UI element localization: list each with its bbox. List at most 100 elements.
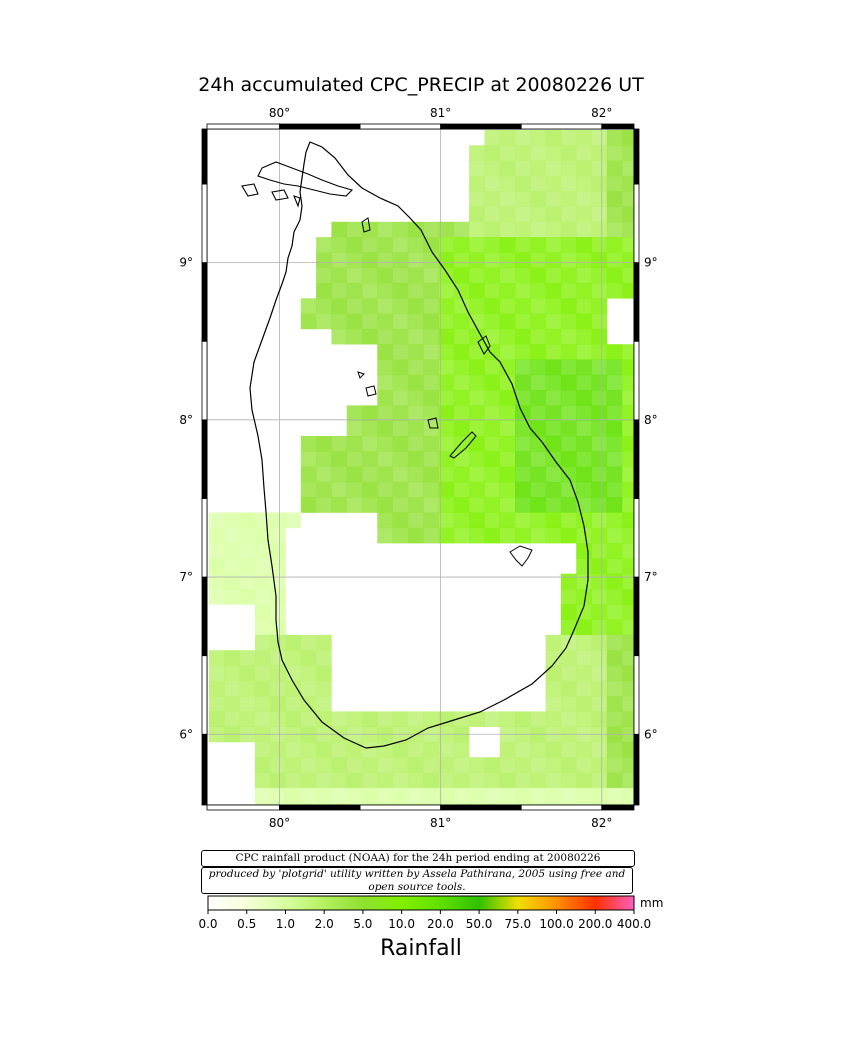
rainfall-cell: [346, 742, 363, 758]
rainfall-cell: [239, 527, 256, 544]
rainfall-cell: [515, 130, 531, 146]
rainfall-cell: [576, 650, 592, 666]
rainfall-cell: [622, 191, 634, 207]
rainfall-cell: [560, 130, 577, 146]
rainfall-cell: [423, 742, 439, 758]
rainfall-cell: [530, 481, 546, 498]
rainfall-cell: [515, 344, 531, 360]
rainfall-cell: [224, 543, 240, 559]
rainfall-cell: [530, 390, 546, 406]
rainfall-cell: [576, 451, 592, 467]
frame-tick-lat: [201, 183, 208, 264]
rainfall-cell: [560, 742, 577, 758]
rainfall-cell: [239, 680, 256, 697]
rainfall-cell: [316, 436, 332, 452]
rainfall-cell: [515, 481, 531, 498]
rainfall-cell: [560, 206, 577, 223]
legend-tick-label: 0.5: [237, 917, 256, 931]
rainfall-cell: [576, 573, 592, 590]
rainfall-cell: [622, 558, 634, 574]
rainfall-cell: [545, 527, 562, 544]
rainfall-cell: [300, 313, 317, 330]
rainfall-cell: [423, 757, 439, 773]
rainfall-cell: [224, 589, 240, 605]
rainfall-cell: [423, 313, 439, 330]
rainfall-cell: [484, 267, 500, 284]
rainfall-cell: [545, 512, 562, 529]
rainfall-cell: [560, 420, 577, 437]
frame-tick-lat: [633, 498, 640, 578]
rainfall-cell: [560, 696, 577, 712]
rainfall-cell: [469, 451, 485, 467]
rainfall-cell: [423, 374, 439, 391]
rainfall-cell: [591, 650, 608, 666]
legend-swatch: [517, 896, 558, 910]
rainfall-cell: [407, 497, 424, 513]
rainfall-cell: [622, 344, 634, 360]
rainfall-cell: [622, 757, 634, 773]
rainfall-cell: [377, 237, 393, 253]
rainfall-cell: [591, 160, 608, 177]
rainfall-cell: [377, 298, 393, 314]
rainfall-cell: [576, 757, 592, 773]
rainfall-cell: [407, 405, 424, 421]
rainfall-cell: [484, 145, 500, 161]
rainfall-cell: [576, 191, 592, 207]
rainfall-cell: [622, 252, 634, 268]
rainfall-cell: [285, 757, 302, 773]
rainfall-cell: [560, 237, 577, 253]
rainfall-cell: [576, 145, 592, 161]
rainfall-cell: [576, 558, 592, 574]
lon-label-bottom: 80°: [269, 816, 290, 830]
rainfall-cell: [438, 390, 455, 406]
rainfall-cell: [407, 436, 424, 452]
rainfall-cell: [484, 436, 500, 452]
rainfall-cell: [591, 298, 608, 314]
rainfall-cell: [453, 481, 470, 498]
rainfall-cell: [377, 527, 393, 544]
rainfall-cell: [591, 130, 608, 146]
rainfall-cell: [362, 420, 378, 437]
rainfall-cell: [560, 497, 577, 513]
rainfall-cell: [499, 267, 516, 284]
rainfall-cell: [560, 359, 577, 376]
rainfall-cell: [622, 206, 634, 223]
rainfall-cell: [209, 512, 225, 529]
rainfall-cell: [423, 267, 439, 284]
rainfall-cell: [469, 344, 485, 360]
rainfall-cell: [377, 283, 393, 299]
rainfall-cell: [209, 573, 225, 590]
rainfall-cell: [606, 175, 623, 192]
rainfall-cell: [377, 221, 393, 238]
rainfall-cell: [545, 742, 562, 758]
rainfall-cell: [591, 757, 608, 773]
rainfall-cell: [499, 237, 516, 253]
rainfall-cell: [377, 497, 393, 513]
rainfall-cell: [606, 221, 623, 238]
rainfall-cell: [545, 665, 562, 682]
rainfall-cell: [591, 405, 608, 421]
rainfall-cell: [576, 298, 592, 314]
rainfall-cell: [392, 313, 409, 330]
rainfall-cell: [469, 497, 485, 513]
rainfall-cell: [331, 772, 347, 789]
rainfall-cell: [392, 512, 409, 529]
rainfall-cell: [469, 145, 485, 161]
rainfall-cell: [591, 665, 608, 682]
rainfall-cell: [560, 757, 577, 773]
rainfall-cell: [285, 711, 302, 727]
rainfall-cell: [591, 696, 608, 712]
rainfall-cell: [469, 206, 485, 223]
rainfall-cell: [407, 481, 424, 498]
rainfall-cell: [423, 451, 439, 467]
rainfall-cell: [224, 696, 240, 712]
rainfall-cell: [438, 527, 455, 544]
rainfall-cell: [515, 711, 531, 727]
rainfall-cell: [606, 757, 623, 773]
rainfall-cell: [606, 283, 623, 299]
rainfall-cell: [622, 711, 634, 727]
rainfall-cell: [316, 313, 332, 330]
rainfall-cell: [515, 313, 531, 330]
rainfall-cell: [530, 466, 546, 483]
rainfall-cell: [560, 573, 577, 590]
